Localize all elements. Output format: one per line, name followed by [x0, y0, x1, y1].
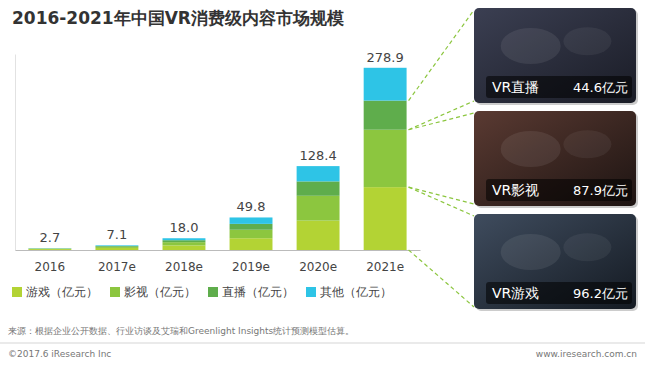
legend-swatch: [12, 287, 22, 297]
panel-decor: [563, 27, 611, 55]
panel-image: [474, 214, 636, 309]
bar-segment: [297, 221, 340, 250]
panel-decor: [501, 234, 561, 270]
panel-image: [474, 8, 636, 103]
bar-segment: [364, 187, 407, 250]
x-tick-label: 2021e: [366, 260, 404, 274]
x-tick: 2017e: [98, 250, 136, 274]
title: 2016-2021年中国VR消费级内容市场规模: [12, 8, 344, 28]
x-tick-label: 2018e: [165, 260, 203, 274]
footer-right: www.iresearch.com.cn: [536, 349, 637, 359]
total-label: 18.0: [169, 220, 198, 235]
x-tick-label: 2017e: [98, 260, 136, 274]
connector: [409, 113, 474, 130]
bars: [28, 68, 406, 250]
series-bars: [28, 101, 406, 249]
connector: [409, 101, 474, 130]
footer-left: ©2017.6 iResearch Inc: [8, 349, 111, 359]
chart: 2016-2021年中国VR消费级内容市场规模20162017e2018e201…: [0, 0, 645, 365]
legend-label: 直播（亿元）: [222, 285, 294, 299]
legend-label: 影视（亿元）: [124, 285, 196, 299]
annotation-value: 44.6亿元: [573, 80, 628, 95]
bar-segment: [230, 217, 273, 223]
bar-segment: [230, 224, 273, 230]
bar-segment: [364, 130, 407, 187]
footer-rule: [0, 343, 645, 344]
bar-segment: [163, 242, 206, 245]
bar-segment: [364, 101, 407, 130]
bar-segment: [364, 68, 407, 101]
annotation-label: VR游戏: [492, 285, 539, 301]
legend-item: 影视（亿元）: [110, 285, 196, 299]
x-tick-label: 2019e: [232, 260, 270, 274]
connector: [409, 250, 474, 307]
bar-segment: [95, 246, 138, 248]
y-axis: [15, 55, 16, 251]
bar-segment: [230, 230, 273, 238]
x-tick-label: 2016: [35, 260, 66, 274]
bar-segment: [95, 245, 138, 247]
bar-segment: [297, 196, 340, 221]
bar-segment: [297, 166, 340, 181]
connector: [409, 10, 474, 101]
annotation-panel: VR直播 44.6亿元: [474, 8, 638, 105]
legend: 游戏（亿元） 影视（亿元） 直播（亿元） 其他（亿元）: [12, 285, 392, 299]
x-tick: 2019e: [232, 250, 270, 274]
bar-segment: [163, 240, 206, 242]
bar-segment: [28, 248, 71, 249]
bar-segment: [163, 238, 206, 240]
legend-label: 其他（亿元）: [320, 285, 392, 299]
x-tick: 2016: [35, 250, 66, 274]
x-axis: 2016 2017e 2018e 2019e 2020e 2021e: [16, 250, 421, 274]
connector: [409, 187, 474, 216]
legend-item: 其他（亿元）: [306, 285, 392, 299]
panel-label-bg: [486, 179, 632, 201]
legend-swatch: [306, 287, 316, 297]
total-label: 128.4: [299, 148, 336, 163]
x-tick: 2020e: [299, 250, 337, 274]
x-tick: 2021e: [366, 250, 404, 274]
annotation-value: 96.2亿元: [573, 286, 628, 301]
panel-decor: [501, 28, 561, 64]
legend-swatch: [208, 287, 218, 297]
bar-segment: [297, 181, 340, 195]
panel-decor: [563, 233, 611, 261]
bar-segment: [163, 245, 206, 250]
annotation-panel: VR影视 87.9亿元: [474, 111, 638, 208]
legend-item: 直播（亿元）: [208, 285, 294, 299]
bar-segment: [28, 248, 71, 249]
annotation-value: 87.9亿元: [573, 183, 628, 198]
series-bars: [28, 68, 406, 249]
legend-swatch: [110, 287, 120, 297]
bar-segment: [95, 248, 138, 250]
annotation-panel: VR游戏 96.2亿元: [474, 214, 638, 311]
bar-segment: [230, 238, 273, 250]
panel-label-bg: [486, 282, 632, 304]
legend-item: 游戏（亿元）: [12, 285, 98, 299]
annotation-label: VR直播: [492, 79, 539, 95]
source: 来源：根据企业公开数据、行业访谈及艾瑞和Greenlight Insights统…: [8, 326, 354, 336]
legend-label: 游戏（亿元）: [26, 285, 98, 299]
total-label: 7.1: [107, 227, 128, 242]
series-bars: [28, 187, 406, 250]
bar-segment: [28, 248, 71, 249]
bar-segment: [95, 247, 138, 248]
annotations: VR直播 44.6亿元 VR影视 87.9亿元 VR游戏 96.2亿元: [409, 8, 638, 311]
panel-decor: [563, 130, 611, 158]
total-label: 49.8: [237, 199, 266, 214]
x-tick-label: 2020e: [299, 260, 337, 274]
panel-label-bg: [486, 76, 632, 98]
total-label: 2.7: [40, 230, 61, 245]
panel-decor: [501, 131, 561, 167]
series-bars: [28, 130, 406, 249]
total-label: 278.9: [367, 50, 404, 65]
annotation-label: VR影视: [492, 182, 539, 198]
y-axis-line: [15, 55, 16, 251]
panel-image: [474, 111, 636, 206]
bar-segment: [28, 249, 71, 250]
x-axis-line: [16, 250, 421, 251]
totals: 2.7 7.1 18.0 49.8 128.4 278.9: [40, 50, 404, 245]
x-tick: 2018e: [165, 250, 203, 274]
